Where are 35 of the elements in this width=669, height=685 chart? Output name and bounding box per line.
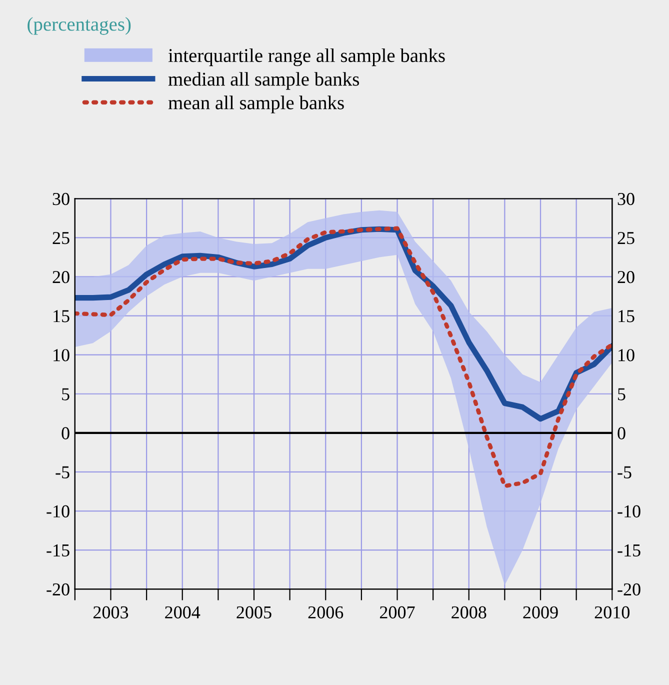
y-tick-label: -20 bbox=[46, 583, 70, 596]
y2-tick-label: 5 bbox=[618, 388, 626, 400]
y-tick-label: 15 bbox=[54, 310, 70, 322]
y2-tick-label: 20 bbox=[618, 270, 634, 284]
y-tick-label: -15 bbox=[46, 544, 70, 556]
legend-label: interquartile range all sample banks bbox=[168, 48, 445, 66]
x-tick-label: 2007 bbox=[380, 606, 415, 618]
legend-label: mean all sample banks bbox=[168, 96, 344, 114]
x-tick-label: 2009 bbox=[523, 606, 558, 618]
x-tick-label: 2004 bbox=[165, 606, 200, 618]
y2-tick-label: -15 bbox=[618, 544, 640, 556]
x-tick-label: 2003 bbox=[93, 606, 128, 618]
y-tick-label: 5 bbox=[62, 388, 70, 400]
y2-tick-label: 10 bbox=[618, 349, 634, 362]
y2-tick-label: -10 bbox=[618, 505, 640, 518]
y2-tick-label: 25 bbox=[618, 232, 634, 244]
y-tick-label: -10 bbox=[46, 505, 70, 518]
y2-tick-label: 30 bbox=[618, 192, 634, 206]
x-tick-label: 2005 bbox=[236, 606, 272, 618]
y2-tick-label: -5 bbox=[618, 466, 632, 478]
line-series bbox=[74, 226, 612, 488]
y2-tick-label: 0 bbox=[618, 427, 626, 440]
y-tick-label: 25 bbox=[52, 232, 70, 244]
y-tick-label: -5 bbox=[56, 466, 70, 478]
x-tick-label: 2008 bbox=[452, 606, 486, 618]
x-tick-label: 2006 bbox=[308, 606, 344, 618]
y-tick-label: 20 bbox=[52, 270, 70, 284]
chart-title: (percentages) bbox=[28, 17, 131, 35]
x-tick-label: 2010 bbox=[594, 606, 630, 618]
y-tick-label: 30 bbox=[52, 192, 70, 206]
y-tick-label: 10 bbox=[54, 349, 70, 362]
y-tick-label: 0 bbox=[62, 427, 70, 440]
y2-tick-label: 15 bbox=[618, 310, 634, 322]
legend-label: median all sample banks bbox=[168, 72, 359, 90]
y2-tick-label: -20 bbox=[618, 583, 640, 596]
